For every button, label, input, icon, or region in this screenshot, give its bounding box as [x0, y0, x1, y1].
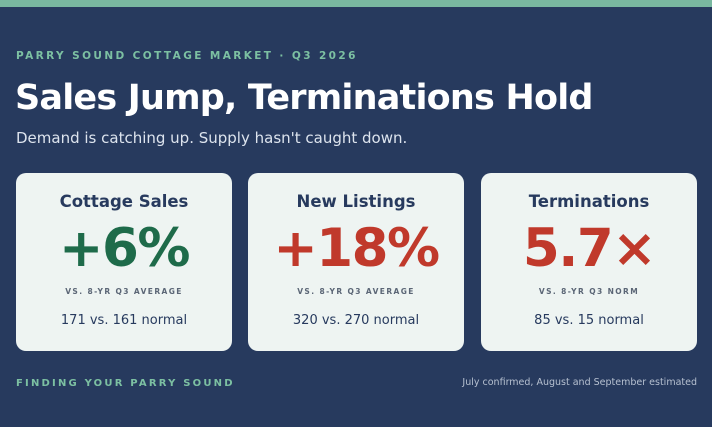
- card-value: 5.7×: [522, 218, 657, 279]
- card-title: Cottage Sales: [59, 192, 189, 211]
- card-value: +6%: [59, 218, 190, 279]
- card-detail: 85 vs. 15 normal: [534, 313, 644, 328]
- stat-card-cottage-sales: Cottage Sales +6% VS. 8-YR Q3 AVERAGE 17…: [16, 173, 232, 351]
- card-detail: 320 vs. 270 normal: [292, 313, 420, 328]
- stat-card-new-listings: New Listings +18% VS. 8-YR Q3 AVERAGE 32…: [248, 173, 464, 351]
- card-caption: VS. 8-YR Q3 AVERAGE: [297, 287, 415, 296]
- footer-note: July confirmed, August and September est…: [462, 377, 697, 388]
- card-title: Terminations: [528, 192, 650, 211]
- page-subtitle: Demand is catching up. Supply hasn't cau…: [16, 129, 408, 147]
- card-caption: VS. 8-YR Q3 AVERAGE: [65, 287, 183, 296]
- card-caption: VS. 8-YR Q3 NORM: [538, 287, 640, 296]
- card-value: +18%: [273, 218, 440, 279]
- card-detail: 171 vs. 161 normal: [60, 313, 188, 328]
- top-accent-bar: [0, 0, 712, 7]
- footer-brand: FINDING YOUR PARRY SOUND: [16, 378, 235, 389]
- page-title: Sales Jump, Terminations Hold: [15, 78, 593, 118]
- eyebrow-label: PARRY SOUND COTTAGE MARKET · Q3 2026: [16, 50, 358, 62]
- stat-card-terminations: Terminations 5.7× VS. 8-YR Q3 NORM 85 vs…: [481, 173, 697, 351]
- card-title: New Listings: [296, 192, 416, 211]
